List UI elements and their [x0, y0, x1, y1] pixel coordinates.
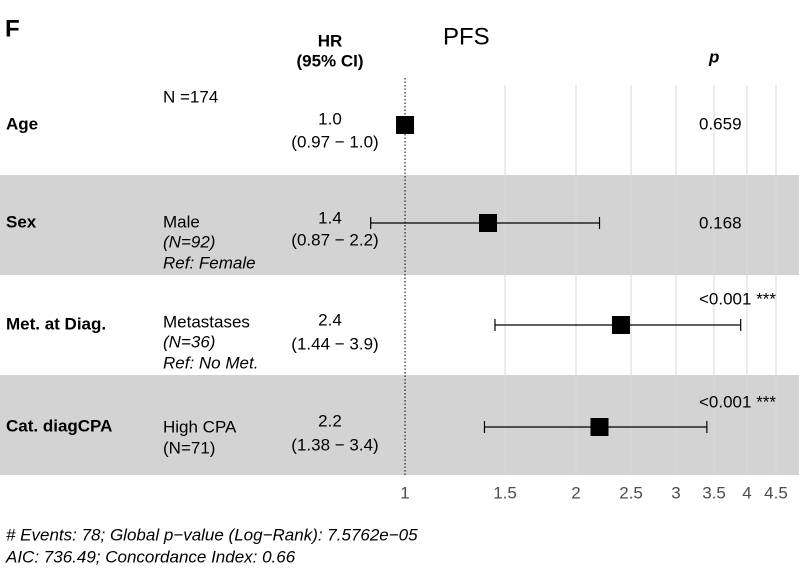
- p-label: <0.001 ***: [699, 289, 776, 308]
- hr-point: [611, 316, 630, 334]
- ci-label: (1.38 − 3.4): [291, 435, 378, 454]
- chart-title: PFS: [443, 23, 490, 50]
- level-label: High CPA: [163, 417, 237, 436]
- footnote: AIC: 736.49; Concordance Index: 0.66: [5, 547, 296, 566]
- ci-label: (1.44 − 3.9): [291, 334, 378, 353]
- level-label: (N=36): [163, 332, 215, 351]
- hr-header: HR: [318, 31, 343, 50]
- x-tick-label: 3.5: [702, 483, 726, 502]
- hr-label: 1.0: [318, 109, 342, 128]
- row-band: [0, 175, 799, 275]
- row-band: [0, 375, 799, 475]
- x-tick-label: 3: [671, 483, 680, 502]
- panel-label: F: [5, 15, 20, 42]
- ci-label: (0.97 − 1.0): [291, 132, 378, 151]
- x-tick-label: 2.5: [619, 483, 643, 502]
- footnote: # Events: 78; Global p−value (Log−Rank):…: [6, 525, 418, 544]
- x-tick-label: 4: [742, 483, 751, 502]
- level-label: Ref: Female: [163, 253, 256, 272]
- p-header: p: [708, 47, 719, 66]
- hr-label: 1.4: [318, 208, 342, 227]
- hr-label: 2.2: [318, 411, 342, 430]
- hr-header: (95% CI): [296, 51, 363, 70]
- level-label: Metastases: [163, 312, 250, 331]
- category-label: Age: [6, 114, 38, 133]
- hr-label: 2.4: [318, 310, 342, 329]
- bands: [0, 175, 799, 475]
- x-tick-label: 1.5: [493, 483, 517, 502]
- x-tick-label: 1: [400, 483, 409, 502]
- p-label: 0.168: [699, 213, 742, 232]
- x-tick-label: 4.5: [764, 483, 788, 502]
- level-label: Ref: No Met.: [163, 353, 258, 372]
- x-tick-label: 2: [571, 483, 580, 502]
- category-label: Met. at Diag.: [6, 314, 106, 333]
- category-label: Cat. diagCPA: [6, 416, 112, 435]
- hr-point: [590, 418, 609, 436]
- ci-label: (0.87 − 2.2): [291, 230, 378, 249]
- p-label: <0.001 ***: [699, 392, 776, 411]
- level-label: N =174: [163, 87, 218, 106]
- hr-point: [396, 116, 415, 134]
- p-label: 0.659: [699, 114, 742, 133]
- level-label: Male: [163, 212, 200, 231]
- category-label: Sex: [6, 212, 37, 231]
- hr-point: [479, 214, 498, 232]
- level-label: (N=92): [163, 232, 215, 251]
- level-label: (N=71): [163, 438, 215, 457]
